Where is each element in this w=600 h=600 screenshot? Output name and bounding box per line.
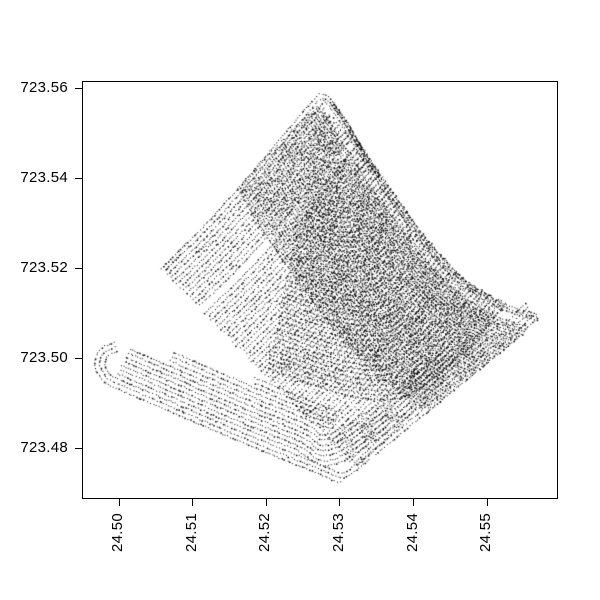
y-axis-tick: [75, 447, 82, 449]
y-axis-tick: [75, 357, 82, 359]
x-axis-tick: [339, 499, 341, 506]
y-axis-tick: [75, 177, 82, 179]
x-axis-tick: [486, 499, 488, 506]
x-axis-tick-label-text: 24.52: [256, 513, 274, 553]
x-axis-tick-label-text: 24.50: [109, 513, 127, 553]
y-axis-tick: [75, 267, 82, 269]
x-axis-tick: [118, 499, 120, 506]
x-axis-tick: [265, 499, 267, 506]
x-axis-tick-label-text: 24.51: [182, 513, 200, 553]
x-axis-tick-label-text: 24.53: [329, 513, 347, 553]
x-axis-tick-label-text: 24.55: [477, 513, 495, 553]
y-axis-tick-label: 723.56: [20, 79, 68, 97]
y-axis-tick-label: 723.48: [20, 439, 68, 457]
x-axis-tick: [192, 499, 194, 506]
x-axis-tick-label-text: 24.54: [403, 513, 421, 553]
y-axis-tick-label: 723.50: [20, 349, 68, 367]
y-axis-tick: [75, 87, 82, 89]
x-axis-tick: [413, 499, 415, 506]
plot-area: [82, 81, 558, 499]
y-axis-tick-label: 723.54: [20, 169, 68, 187]
y-axis-tick-label: 723.52: [20, 259, 68, 277]
